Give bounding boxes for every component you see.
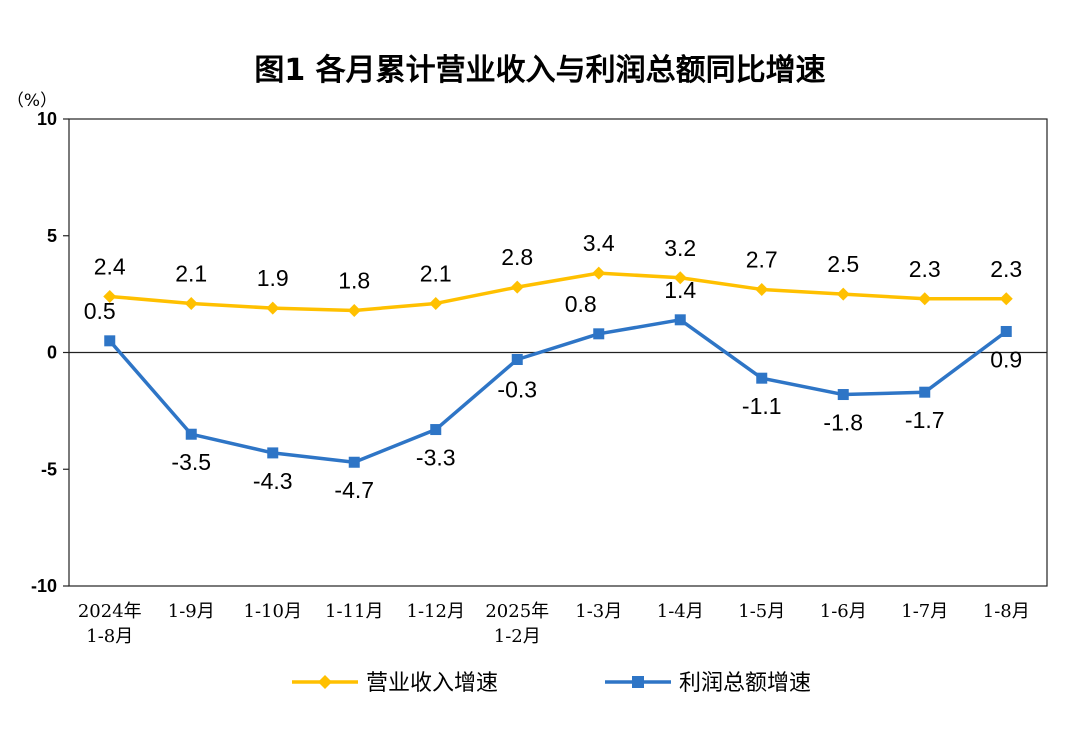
point-revenue [429, 296, 443, 310]
data-label-revenue: 2.4 [94, 253, 126, 279]
series-layer [103, 266, 1013, 468]
point-revenue [755, 282, 769, 296]
x-tick-label: 1-7月 [901, 601, 948, 622]
point-profit [674, 314, 686, 326]
point-revenue [673, 271, 687, 285]
data-label-profit: 1.4 [664, 277, 696, 303]
data-label-profit: -1.7 [905, 407, 945, 433]
y-tick-label: 5 [47, 226, 57, 246]
data-label-revenue: 1.9 [257, 265, 289, 291]
x-axis-tick-labels: 2024年 1-8月 1-9月 1-10月 1-11月 1-12月 2025年 1-2月 1-3… [78, 601, 1030, 647]
x-tick-label: 1-6月 [820, 601, 867, 622]
legend-item-revenue: 营业收入增速 [292, 671, 498, 696]
point-profit [593, 328, 605, 340]
legend: 营业收入增速 利润总额增速 [292, 671, 811, 696]
data-label-revenue: 2.7 [746, 246, 778, 272]
x-tick-label: 1-11月 [325, 601, 383, 622]
data-label-profit: 0.8 [565, 291, 597, 317]
point-revenue [592, 266, 606, 280]
x-tick-label: 1-8月 [86, 626, 133, 647]
data-label-profit: -1.8 [823, 410, 863, 436]
x-tick-label: 1-12月 [407, 601, 465, 622]
data-label-revenue: 2.5 [827, 251, 859, 277]
series-line-revenue [109, 271, 1007, 313]
point-profit [430, 424, 442, 436]
point-profit [1000, 325, 1012, 337]
data-label-revenue: 2.1 [420, 260, 452, 286]
y-tick-label: 0 [47, 343, 57, 363]
data-label-revenue: 2.3 [909, 256, 941, 282]
chart-title: 图1 各月累计营业收入与利润总额同比增速 [254, 53, 825, 88]
x-tick-label: 1-4月 [657, 601, 704, 622]
point-revenue [266, 301, 280, 315]
point-profit [185, 428, 197, 440]
x-tick-label: 1-8月 [983, 601, 1030, 622]
data-label-revenue: 2.8 [501, 244, 533, 270]
series-line-profit [108, 318, 1008, 464]
point-revenue [347, 303, 361, 317]
x-tick-label: 2025年 [485, 601, 549, 622]
y-axis-ticks: 10 5 0 -5 -10 [31, 109, 69, 596]
point-profit [348, 456, 360, 468]
legend-marker-profit [632, 676, 644, 688]
point-profit [919, 386, 931, 398]
x-tick-label: 1-5月 [738, 601, 785, 622]
x-tick-label: 2024年 [78, 601, 142, 622]
data-labels-layer: 2.4 2.1 1.9 1.8 2.1 2.8 3.4 3.2 2.7 2.5 2.3 2.3 0.5 -… [84, 230, 1022, 503]
y-tick-label: 10 [37, 109, 57, 129]
data-label-revenue: 2.1 [175, 260, 207, 286]
legend-item-profit: 利润总额增速 [605, 671, 811, 696]
point-profit [104, 335, 116, 347]
x-tick-label: 1-10月 [244, 601, 302, 622]
point-revenue [184, 296, 198, 310]
legend-label-profit: 利润总额增速 [679, 671, 811, 696]
data-label-revenue: 2.3 [990, 256, 1022, 282]
data-label-revenue: 1.8 [338, 267, 370, 293]
point-revenue [103, 289, 117, 303]
point-profit [837, 389, 849, 401]
point-profit [511, 354, 523, 366]
x-tick-label: 1-9月 [168, 601, 215, 622]
point-profit [756, 372, 768, 384]
data-label-profit: 0.9 [990, 346, 1022, 372]
data-label-profit: -1.1 [742, 393, 782, 419]
data-label-revenue: 3.4 [583, 230, 615, 256]
legend-marker-revenue [318, 675, 332, 689]
data-label-profit: -4.7 [334, 477, 374, 503]
x-tick-label: 1-2月 [494, 626, 541, 647]
point-revenue [918, 292, 932, 306]
data-label-profit: -3.3 [416, 445, 456, 471]
data-label-profit: -4.3 [253, 468, 293, 494]
point-revenue [999, 292, 1013, 306]
point-revenue [836, 287, 850, 301]
point-revenue [510, 280, 524, 294]
data-label-revenue: 3.2 [664, 235, 696, 261]
y-tick-label: -10 [31, 576, 57, 596]
y-tick-label: -5 [41, 459, 57, 479]
data-label-profit: 0.5 [84, 298, 116, 324]
legend-label-revenue: 营业收入增速 [366, 671, 498, 696]
data-label-profit: -3.5 [171, 449, 211, 475]
data-label-profit: -0.3 [497, 377, 537, 403]
x-tick-label: 1-3月 [575, 601, 622, 622]
y-axis-unit-label: （%） [7, 91, 57, 111]
point-profit [267, 447, 279, 459]
